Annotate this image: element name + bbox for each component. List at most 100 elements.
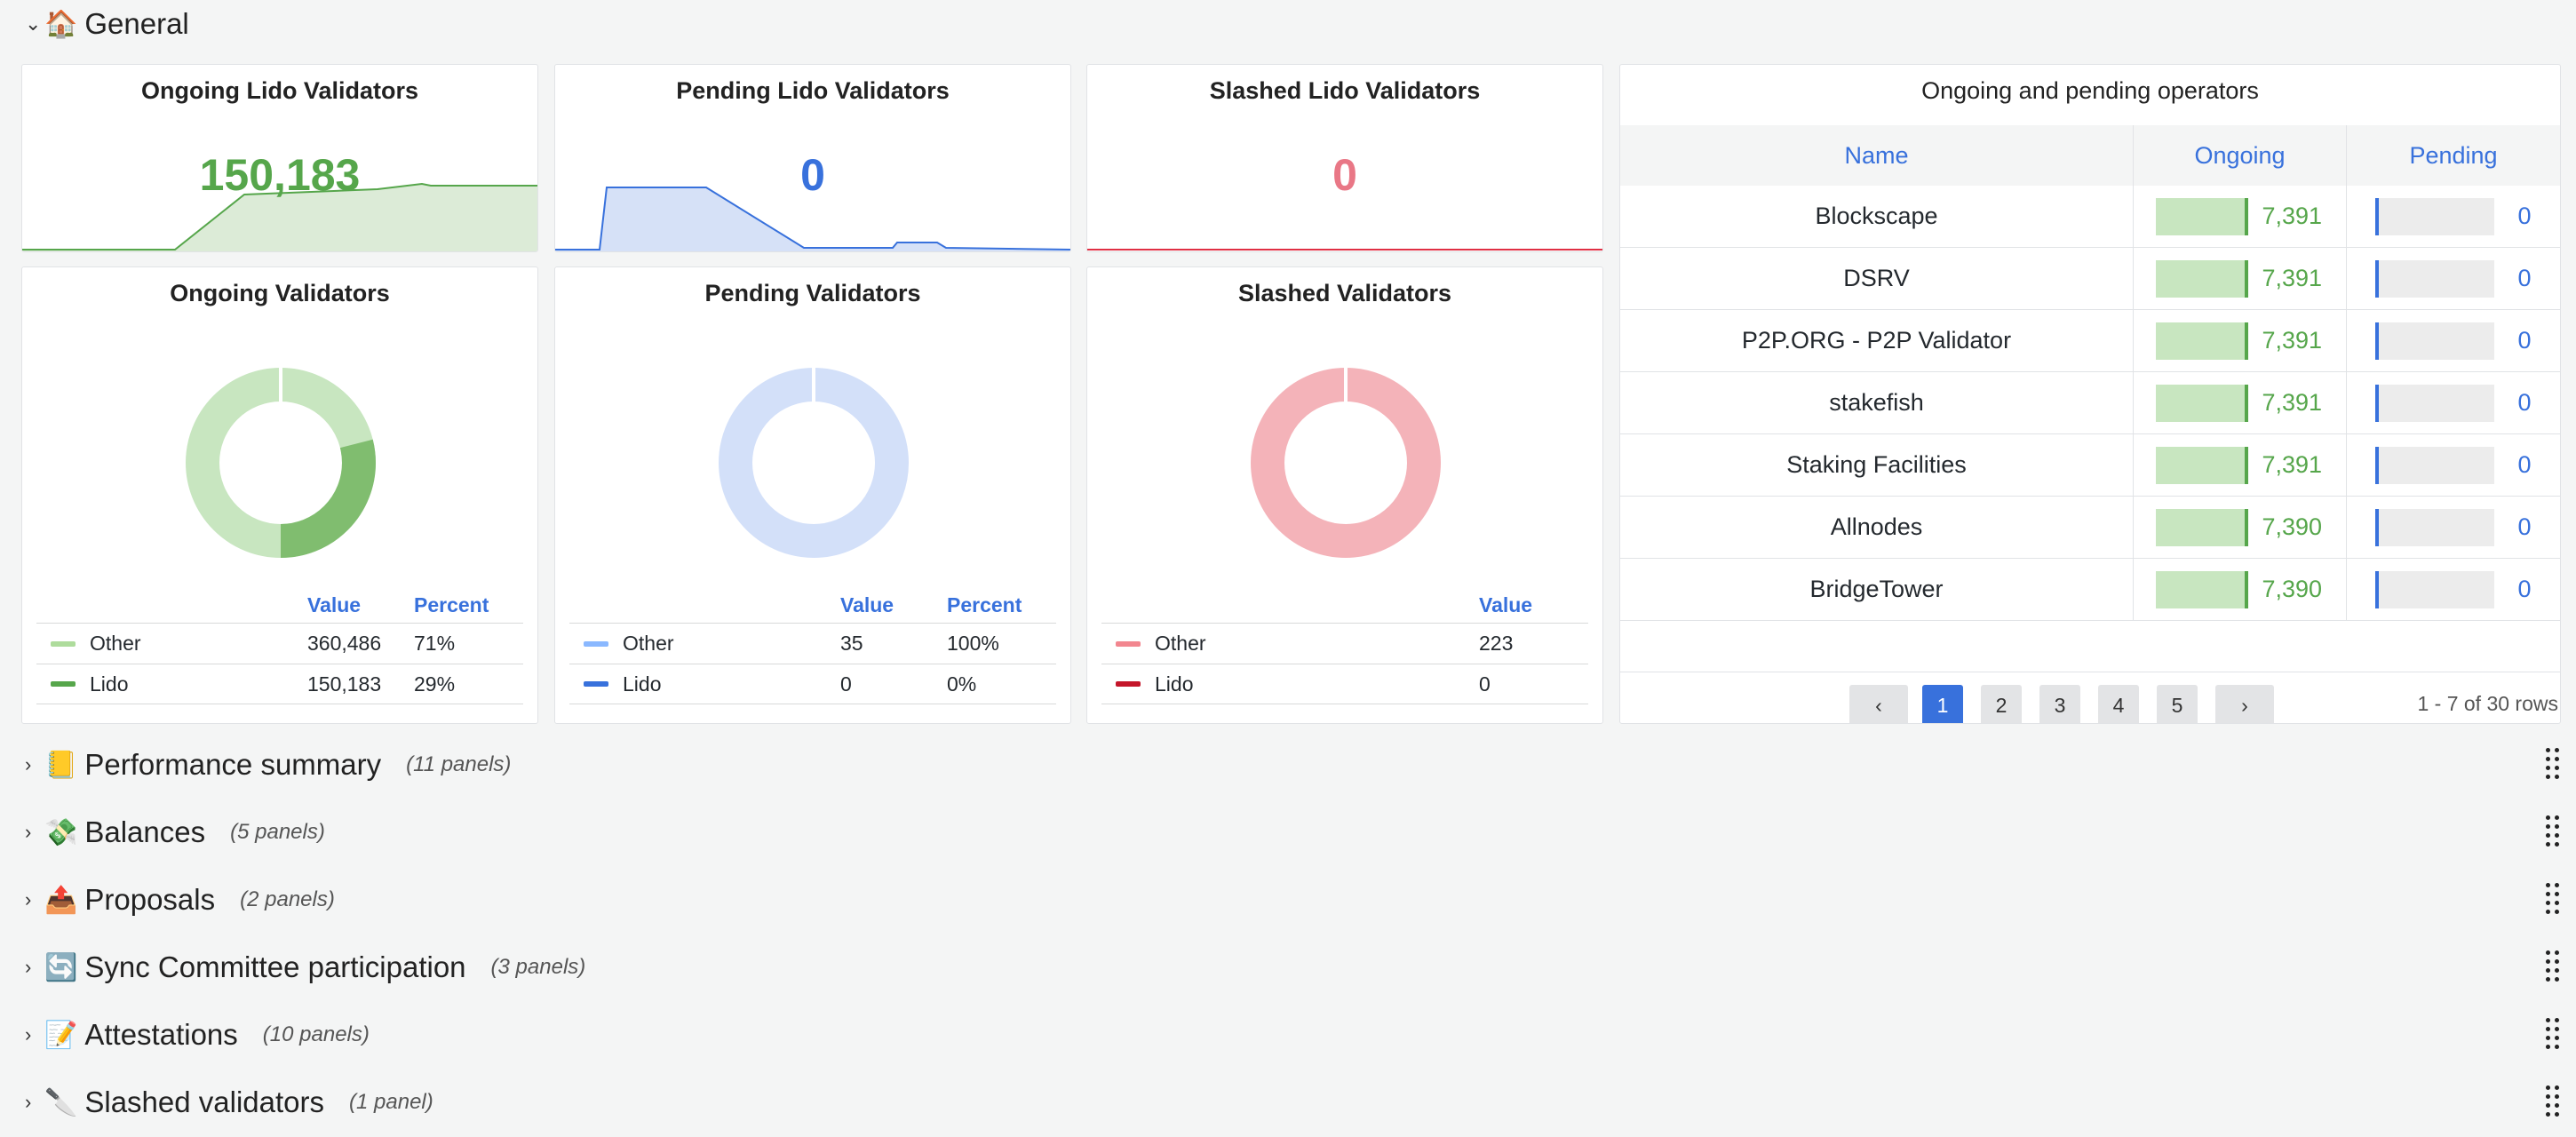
pending-value: 0 [2517, 576, 2532, 602]
row-header[interactable]: › 🔄 Sync Committee participation (3 panels) [25, 950, 585, 984]
legend-swatch [51, 640, 76, 647]
pending-value: 0 [2517, 327, 2532, 354]
page-button-5[interactable]: 5 [2157, 685, 2198, 723]
page-button-3[interactable]: 3 [2039, 685, 2080, 723]
drag-handle-icon[interactable] [2544, 746, 2562, 782]
collapsed-row-section[interactable]: › 📒 Performance summary (11 panels) [21, 737, 2569, 792]
section-emoji-icon: 📝 [44, 1020, 78, 1050]
donut-panel-ongoing: Ongoing Validators Value Percent Other 3… [21, 266, 538, 724]
drag-handle-icon[interactable] [2544, 881, 2562, 917]
pending-bar [2375, 570, 2495, 608]
chevron-right-icon: › [25, 1091, 32, 1113]
page-button-4[interactable]: 4 [2098, 685, 2139, 723]
column-header-name[interactable]: Name [1620, 125, 2134, 186]
panel-title: Ongoing Validators [170, 280, 390, 306]
sparkline-pending [555, 187, 1070, 251]
general-row-title: General [84, 7, 189, 40]
operator-name: Allnodes [1620, 497, 2134, 558]
row-header[interactable]: › 📤 Proposals (2 panels) [25, 883, 335, 917]
row-header[interactable]: › 🔪 Slashed validators (1 panel) [25, 1085, 433, 1119]
section-title: Proposals [84, 883, 216, 916]
row-header[interactable]: › 📝 Attestations (10 panels) [25, 1018, 370, 1052]
panel-count: (11 panels) [406, 752, 512, 776]
rows-info: 1 - 7 of 30 rows [2417, 692, 2558, 715]
collapsed-row-section[interactable]: › 📝 Attestations (10 panels) [21, 1007, 2569, 1062]
house-emoji-icon: 🏠 [44, 9, 78, 39]
panel-title: Pending Lido Validators [676, 77, 950, 104]
legend-value: 0 [1479, 672, 1491, 696]
legend-percent: 29% [414, 672, 456, 696]
operator-name: stakefish [1620, 372, 2134, 433]
ongoing-cell: 7,391 [2134, 186, 2347, 247]
donut-chart-slashed [1251, 367, 1441, 558]
pending-cell: 0 [2347, 372, 2560, 433]
collapsed-row-section[interactable]: › 🔄 Sync Committee participation (3 panels) [21, 940, 2569, 995]
panel-count: (10 panels) [262, 1022, 370, 1046]
drag-handle-icon[interactable] [2544, 814, 2562, 849]
table-row[interactable]: P2P.ORG - P2P Validator 7,391 0 [1620, 310, 2560, 372]
legend-row-other[interactable]: Other 360,486 71% [36, 623, 523, 664]
legend-value: 0 [840, 672, 852, 696]
general-row-header[interactable]: ⌄ 🏠 General [25, 7, 189, 41]
next-page-button[interactable]: › [2215, 685, 2274, 723]
ongoing-cell: 7,391 [2134, 310, 2347, 371]
legend-label: Other [90, 632, 141, 655]
donut-panel-pending: Pending Validators Value Percent Other 3… [554, 266, 1071, 724]
page-button-1[interactable]: 1 [1922, 685, 1963, 723]
collapsed-row-section[interactable]: › 📤 Proposals (2 panels) [21, 872, 2569, 927]
table-row[interactable]: Blockscape 7,391 0 [1620, 186, 2560, 248]
legend-label: Other [1155, 632, 1206, 655]
collapsed-row-section[interactable]: › 💸 Balances (5 panels) [21, 805, 2569, 860]
operators-table: Name Ongoing Pending Blockscape 7,391 0 DSR… [1620, 125, 2560, 621]
section-emoji-icon: 🔪 [44, 1087, 78, 1117]
legend-row-other[interactable]: Other 35 100% [569, 623, 1056, 664]
operator-name: DSRV [1620, 248, 2134, 309]
ongoing-bar [2155, 384, 2248, 422]
ongoing-bar [2155, 322, 2248, 360]
drag-handle-icon[interactable] [2544, 949, 2562, 984]
legend-row-lido[interactable]: Lido 0 0% [569, 664, 1056, 704]
table-row[interactable]: Staking Facilities 7,391 0 [1620, 434, 2560, 497]
pending-cell: 0 [2347, 497, 2560, 558]
donut-chart-pending [719, 367, 909, 558]
ongoing-value: 7,390 [2262, 513, 2323, 540]
section-title: Attestations [84, 1018, 238, 1051]
table-row[interactable]: Allnodes 7,390 0 [1620, 497, 2560, 559]
page-button-2[interactable]: 2 [1981, 685, 2022, 723]
column-header-ongoing[interactable]: Ongoing [2134, 125, 2347, 186]
donut-panel-slashed: Slashed Validators Value Other 223 Lido … [1086, 266, 1603, 724]
pending-value: 0 [2517, 451, 2532, 478]
legend-row-lido[interactable]: Lido 150,183 29% [36, 664, 523, 704]
table-header: Name Ongoing Pending [1620, 125, 2560, 186]
ongoing-bar [2155, 197, 2248, 235]
stat-panel-slashed-lido: Slashed Lido Validators 0 [1086, 64, 1603, 252]
collapsed-row-section[interactable]: › 🔪 Slashed validators (1 panel) [21, 1075, 2569, 1130]
section-emoji-icon: 🔄 [44, 952, 78, 982]
legend-swatch [51, 681, 76, 687]
column-header-pending[interactable]: Pending [2409, 141, 2498, 169]
panel-count: (5 panels) [230, 820, 325, 844]
pending-bar [2375, 197, 2495, 235]
legend-label: Lido [623, 672, 662, 696]
table-row[interactable]: BridgeTower 7,390 0 [1620, 559, 2560, 621]
ongoing-cell: 7,390 [2134, 497, 2347, 558]
ongoing-value: 7,391 [2262, 451, 2323, 478]
drag-handle-icon[interactable] [2544, 1016, 2562, 1052]
table-row[interactable]: DSRV 7,391 0 [1620, 248, 2560, 310]
stat-value: 0 [1332, 150, 1357, 200]
section-emoji-icon: 📒 [44, 750, 78, 780]
row-header[interactable]: › 📒 Performance summary (11 panels) [25, 748, 511, 782]
legend-label: Lido [90, 672, 129, 696]
legend-value: 360,486 [307, 632, 382, 655]
table-row[interactable]: stakefish 7,391 0 [1620, 372, 2560, 434]
row-header[interactable]: › 💸 Balances (5 panels) [25, 815, 325, 849]
prev-page-button[interactable]: ‹ [1849, 685, 1908, 723]
legend-row-other[interactable]: Other 223 [1101, 623, 1588, 664]
drag-handle-icon[interactable] [2544, 1084, 2562, 1119]
legend-row-lido[interactable]: Lido 0 [1101, 664, 1588, 704]
ongoing-cell: 7,391 [2134, 372, 2347, 433]
chevron-right-icon: › [25, 956, 32, 978]
ongoing-value: 7,391 [2262, 203, 2323, 229]
section-emoji-icon: 📤 [44, 885, 78, 915]
legend-label: Lido [1155, 672, 1194, 696]
